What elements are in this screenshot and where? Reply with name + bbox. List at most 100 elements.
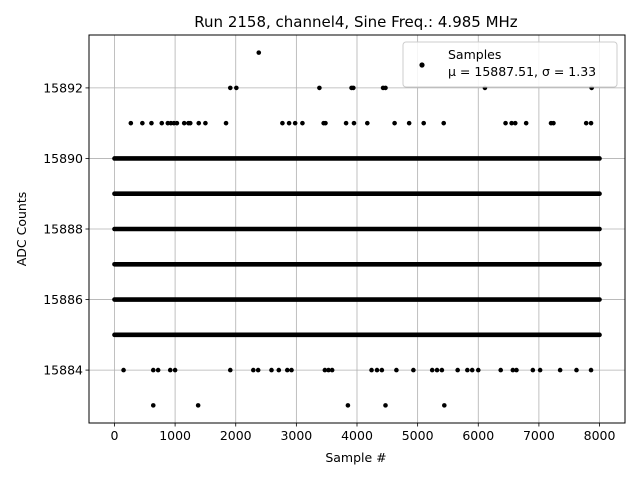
x-tick-label: 8000 bbox=[584, 428, 616, 443]
sample-point bbox=[394, 367, 399, 373]
sample-point bbox=[128, 120, 134, 126]
sample-point bbox=[150, 403, 156, 408]
sample-point bbox=[195, 403, 201, 408]
sample-point bbox=[442, 403, 447, 408]
sample-point bbox=[255, 367, 261, 373]
sample-point bbox=[503, 120, 508, 126]
sample-point bbox=[286, 120, 292, 126]
sample-point bbox=[280, 120, 285, 126]
x-tick-label: 6000 bbox=[462, 428, 494, 443]
sample-point bbox=[379, 367, 385, 373]
x-tick-label: 4000 bbox=[341, 428, 373, 443]
sample-point bbox=[523, 120, 529, 126]
legend-marker bbox=[419, 62, 425, 68]
sample-point bbox=[121, 367, 126, 373]
y-tick-label: 15886 bbox=[43, 292, 83, 307]
sample-point bbox=[421, 120, 426, 126]
sample-point bbox=[326, 367, 331, 373]
sample-point bbox=[227, 85, 233, 91]
sample-point bbox=[392, 120, 397, 126]
sample-point bbox=[514, 367, 519, 373]
sample-point bbox=[187, 120, 193, 126]
sample-point bbox=[351, 120, 357, 126]
sample-point bbox=[557, 367, 563, 373]
x-tick-label: 5000 bbox=[402, 428, 434, 443]
sample-point bbox=[537, 367, 543, 373]
sample-point bbox=[411, 367, 416, 373]
x-tick-label: 3000 bbox=[280, 428, 312, 443]
sample-point bbox=[588, 367, 594, 373]
sample-point bbox=[251, 367, 256, 373]
sample-point bbox=[469, 367, 475, 373]
data-points bbox=[112, 50, 602, 408]
sample-point bbox=[284, 367, 290, 373]
x-axis-label: Sample # bbox=[325, 450, 386, 465]
sample-point bbox=[512, 120, 518, 126]
sample-point bbox=[343, 120, 349, 126]
sample-point bbox=[574, 367, 579, 373]
sample-point bbox=[439, 367, 445, 373]
legend-box bbox=[402, 41, 618, 88]
y-tick-label: 15888 bbox=[43, 222, 83, 237]
sample-point bbox=[510, 367, 516, 373]
sample-point bbox=[383, 85, 388, 91]
sample-point bbox=[551, 120, 556, 126]
sample-point bbox=[149, 120, 154, 126]
sample-point bbox=[329, 367, 335, 373]
sample-point bbox=[369, 367, 374, 373]
sample-point bbox=[345, 403, 351, 408]
sample-point bbox=[583, 120, 589, 126]
sample-point bbox=[203, 120, 208, 126]
sample-point bbox=[455, 367, 460, 373]
sample-point bbox=[588, 120, 594, 126]
sample-point bbox=[159, 120, 165, 126]
legend-series-label: Samples bbox=[448, 47, 501, 62]
sample-point bbox=[292, 120, 298, 126]
sample-point bbox=[196, 120, 202, 126]
sample-point bbox=[155, 367, 161, 373]
sample-point bbox=[365, 120, 370, 126]
sample-point bbox=[434, 367, 440, 373]
x-tick-label: 2000 bbox=[220, 428, 252, 443]
x-tick-label: 7000 bbox=[523, 428, 555, 443]
sample-point bbox=[509, 120, 514, 126]
sample-point bbox=[172, 367, 178, 373]
sample-point bbox=[530, 367, 536, 373]
sample-point bbox=[269, 367, 274, 373]
sample-point bbox=[317, 85, 322, 91]
sample-point bbox=[234, 85, 239, 91]
sample-point bbox=[181, 120, 187, 126]
sample-point bbox=[441, 120, 447, 126]
sample-point bbox=[383, 403, 388, 408]
chart-title: Run 2158, channel4, Sine Freq.: 4.985 MH… bbox=[194, 13, 518, 31]
legend-stats-label: μ = 15887.51, σ = 1.33 bbox=[448, 64, 596, 79]
legend: Samples μ = 15887.51, σ = 1.33 bbox=[402, 41, 618, 88]
sample-point bbox=[276, 367, 282, 373]
y-tick-label: 15890 bbox=[43, 151, 83, 166]
sample-point bbox=[140, 120, 145, 126]
sample-point bbox=[150, 367, 156, 373]
y-axis-label: ADC Counts bbox=[14, 192, 29, 267]
x-tick-label: 0 bbox=[110, 428, 118, 443]
sample-point bbox=[289, 367, 294, 373]
sample-point bbox=[174, 120, 180, 126]
sample-point bbox=[351, 85, 356, 91]
axis-ticks: 0 1000 2000 3000 4000 5000 6000 7000 8000 15884 15… bbox=[43, 80, 615, 443]
sample-point bbox=[429, 367, 435, 373]
sample-point bbox=[167, 367, 173, 373]
sample-point bbox=[223, 120, 229, 126]
sample-point bbox=[227, 367, 233, 373]
x-tick-label: 1000 bbox=[159, 428, 191, 443]
sample-point bbox=[498, 367, 504, 373]
sample-point bbox=[256, 50, 262, 55]
sample-point bbox=[475, 367, 481, 373]
y-tick-label: 15884 bbox=[43, 363, 83, 378]
sample-point bbox=[374, 367, 380, 373]
sample-point bbox=[406, 120, 412, 126]
y-tick-label: 15892 bbox=[43, 80, 83, 95]
sample-point bbox=[322, 367, 328, 373]
sample-point bbox=[300, 120, 305, 126]
sample-point bbox=[323, 120, 328, 126]
sample-point bbox=[465, 367, 470, 373]
